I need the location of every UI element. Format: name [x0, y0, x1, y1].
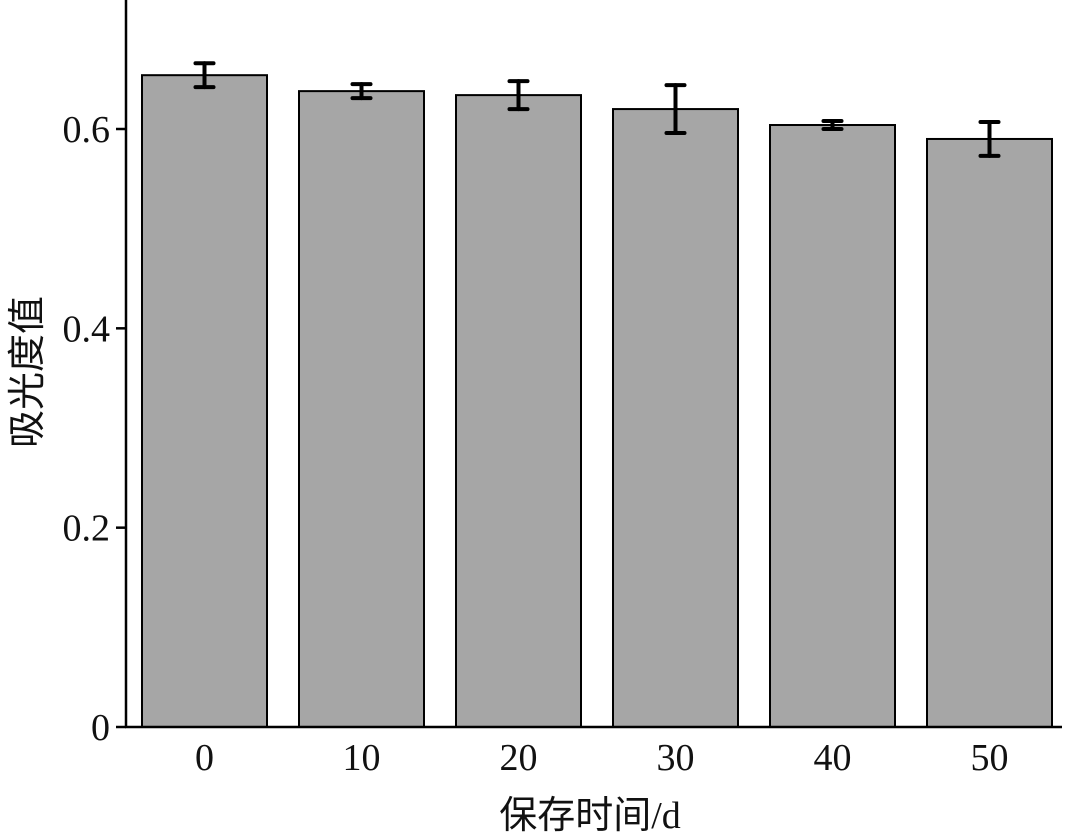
y-tick-label: 0.6	[63, 109, 111, 151]
bar-30	[612, 108, 739, 729]
error-bar-20	[507, 79, 530, 112]
bar-20	[455, 94, 582, 728]
bar-40	[769, 124, 896, 729]
y-tick-label: 0.2	[63, 508, 111, 550]
y-axis-title: 吸光度值	[7, 296, 49, 448]
bar-0	[141, 74, 268, 729]
x-ticks-group: 0 10 20 30 40 50	[195, 737, 1009, 779]
error-bar-0	[193, 61, 216, 90]
bars-group	[141, 74, 1053, 729]
x-tick-label-30: 30	[657, 737, 695, 779]
y-tick-label: 0	[91, 707, 110, 749]
x-tick-label-0: 0	[195, 737, 214, 779]
x-tick-label-40: 40	[814, 737, 852, 779]
x-axis-title: 保存时间/d	[499, 795, 681, 834]
error-bar-30	[664, 83, 687, 135]
error-bar-40	[821, 119, 844, 131]
x-tick-label-50: 50	[971, 737, 1009, 779]
bar-50	[926, 137, 1053, 728]
y-tick-label: 0.4	[63, 308, 111, 350]
error-bars-group	[193, 61, 1001, 158]
x-tick-label-20: 20	[500, 737, 538, 779]
bar-10	[298, 90, 425, 729]
y-ticks-group: 0 0.2 0.4 0.6	[63, 109, 126, 749]
error-bar-10	[350, 82, 373, 101]
x-tick-label-10: 10	[343, 737, 381, 779]
error-bar-50	[978, 120, 1001, 158]
